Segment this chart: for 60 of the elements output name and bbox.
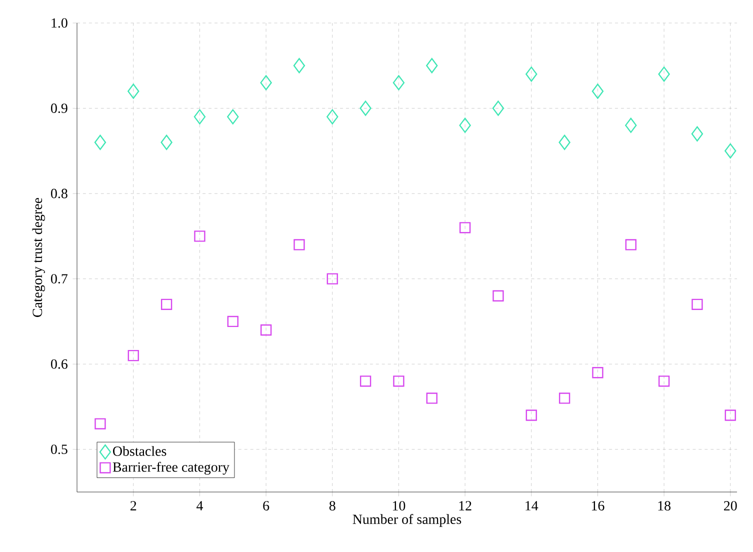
y-tick-label: 0.8	[51, 188, 68, 198]
x-tick-label: 14	[526, 501, 538, 510]
x-tick-label: 20	[724, 501, 737, 511]
point	[459, 222, 471, 234]
x-tick-label: 18	[658, 501, 670, 511]
point	[227, 109, 239, 124]
x-tick-label: 2	[130, 501, 136, 510]
point	[526, 410, 537, 421]
point	[724, 143, 736, 158]
point	[426, 392, 438, 404]
x-axis-title: Number of samples	[352, 514, 462, 527]
point	[492, 290, 504, 302]
point	[227, 316, 238, 328]
point	[294, 239, 305, 250]
point	[326, 273, 338, 284]
point	[492, 100, 504, 116]
point	[260, 324, 272, 336]
x-tick-label: 6	[263, 501, 270, 510]
y-tick-label: 0.7	[51, 274, 68, 284]
point	[194, 230, 206, 242]
point	[558, 392, 570, 404]
point	[160, 134, 172, 150]
y-tick-label: 0.6	[51, 359, 68, 369]
point	[625, 118, 637, 133]
point	[558, 134, 570, 150]
point	[194, 109, 206, 124]
y-tick-label: 0.5	[51, 444, 68, 454]
y-axis-title: Category trust degree	[32, 198, 45, 317]
legend-label: Barrier-free category	[112, 462, 230, 475]
point	[625, 239, 636, 250]
point	[326, 109, 338, 124]
point	[393, 376, 404, 387]
point	[94, 418, 106, 430]
point	[526, 66, 538, 82]
point	[459, 118, 471, 133]
point	[128, 350, 139, 362]
point	[128, 84, 140, 99]
point	[658, 376, 670, 387]
point	[592, 84, 604, 99]
point	[293, 58, 306, 74]
x-tick-label: 10	[392, 501, 406, 511]
y-tick-label: 0.9	[51, 104, 68, 114]
point	[360, 376, 372, 387]
y-tick-label: 1.0	[52, 18, 68, 28]
point	[658, 66, 670, 82]
x-tick-label: 16	[592, 501, 604, 510]
point	[426, 58, 438, 74]
point	[360, 100, 372, 116]
point	[260, 75, 272, 90]
point	[94, 134, 106, 150]
point	[160, 298, 172, 310]
point	[392, 75, 405, 90]
point	[592, 367, 604, 378]
x-tick-label: 4	[196, 501, 203, 510]
point	[724, 410, 736, 421]
x-tick-label: 8	[329, 501, 336, 511]
point	[692, 298, 703, 310]
legend-label: Obstacles	[113, 446, 166, 456]
point	[691, 126, 704, 142]
x-tick-label: 12	[459, 501, 472, 510]
